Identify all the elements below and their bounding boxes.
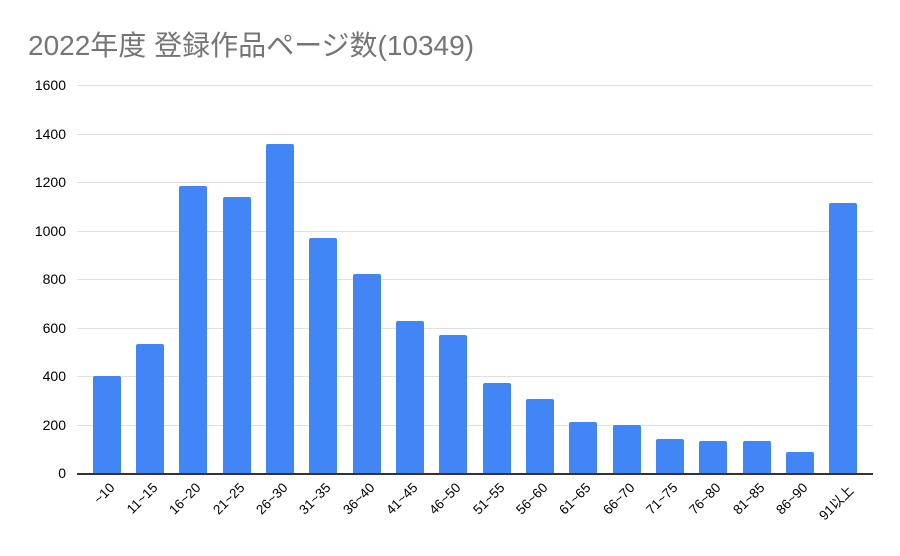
- bar-slot: [822, 85, 865, 473]
- bar-slot: [648, 85, 691, 473]
- y-axis-tick-label: 1000: [34, 222, 66, 239]
- bar-66~70: [612, 424, 641, 473]
- x-axis-tick-label: 61~65: [556, 480, 594, 518]
- bar-21~25: [222, 196, 251, 473]
- x-axis-tick-label: 41~45: [383, 480, 421, 518]
- x-axis-tick-label: 26~30: [253, 480, 291, 518]
- bar-slot: [562, 85, 605, 473]
- bar-~10: [92, 376, 121, 473]
- bar-26~30: [265, 144, 294, 473]
- x-axis-tick-label: 76~80: [686, 480, 724, 518]
- chart-title: 2022年度 登録作品ページ数(10349): [28, 30, 475, 61]
- gridline: [77, 279, 873, 280]
- bar-slot: [432, 85, 475, 473]
- y-axis-tick-label: 200: [42, 416, 66, 433]
- bar-61~65: [569, 422, 598, 473]
- x-axis-tick-label: 66~70: [599, 480, 638, 518]
- bar-slot: [605, 85, 648, 473]
- gridline: [77, 230, 873, 232]
- x-axis-tick-label: 91以上: [816, 482, 857, 524]
- bar-slot: [85, 85, 128, 473]
- bar-slot: [215, 85, 258, 473]
- bar-slot: [475, 85, 518, 473]
- x-axis-tick-label: 16~20: [166, 480, 204, 518]
- x-axis-tick-label: 71~75: [643, 480, 681, 518]
- gridline: [77, 85, 873, 86]
- x-axis-tick-label: 86~90: [773, 480, 811, 518]
- y-axis-tick-label: 800: [42, 271, 66, 287]
- y-axis-tick-label: 600: [42, 319, 66, 336]
- bar-slot: [735, 85, 778, 473]
- y-axis-tick-label: 1400: [34, 125, 66, 142]
- gridline: [77, 424, 873, 426]
- y-axis-tick-label: 1600: [34, 77, 66, 93]
- gridline: [77, 182, 873, 183]
- x-axis-tick-label: 46~50: [426, 480, 464, 518]
- x-axis-tick-label: 36~40: [339, 480, 378, 518]
- y-axis-tick-label: 1200: [34, 174, 66, 190]
- gridline: [77, 133, 873, 135]
- bar-slot: [258, 85, 301, 473]
- bar-slot: [302, 85, 345, 473]
- y-axis-labels: 0 200 400 600 800 1000 1200 1400 1600: [0, 77, 66, 481]
- bar-slot: [388, 85, 431, 473]
- bar-71~75: [655, 439, 684, 473]
- bar-76~80: [699, 441, 728, 473]
- x-axis-tick-label: 51~55: [469, 480, 508, 518]
- y-axis-tick-label: 400: [42, 368, 66, 384]
- x-axis-tick-label: 81~85: [729, 480, 768, 518]
- bar-36~40: [352, 274, 381, 473]
- bar-46~50: [439, 334, 468, 473]
- bar-slot: [172, 85, 215, 473]
- bar-slot: [692, 85, 735, 473]
- bar-31~35: [309, 237, 338, 473]
- x-axis-tick-label: 31~35: [296, 480, 334, 518]
- bar-56~60: [525, 399, 554, 473]
- bar-86~90: [785, 452, 814, 473]
- x-axis-labels: ~10 11~15 16~20 21~25 26~30 31~35 36~40 41~45 46…: [77, 480, 873, 550]
- bar-81~85: [742, 441, 771, 473]
- bar-slot: [345, 85, 388, 473]
- bar-41~45: [395, 321, 424, 473]
- bar-slot: [128, 85, 171, 473]
- x-axis-tick-label: ~10: [90, 480, 118, 507]
- bar-16~20: [179, 185, 208, 473]
- bars-group: [85, 85, 865, 473]
- bar-91以上: [829, 202, 858, 473]
- bar-slot: [778, 85, 821, 473]
- x-axis-tick-label: 21~25: [209, 480, 248, 518]
- y-axis-tick-label: 0: [58, 465, 66, 481]
- gridline: [77, 327, 873, 329]
- x-axis-tick-label: 11~15: [123, 480, 161, 517]
- bar-11~15: [135, 344, 164, 473]
- bar-51~55: [482, 383, 511, 473]
- plot-area: [77, 85, 873, 475]
- x-axis-tick-label: 56~60: [513, 480, 551, 518]
- gridline: [77, 376, 873, 377]
- bar-slot: [518, 85, 561, 473]
